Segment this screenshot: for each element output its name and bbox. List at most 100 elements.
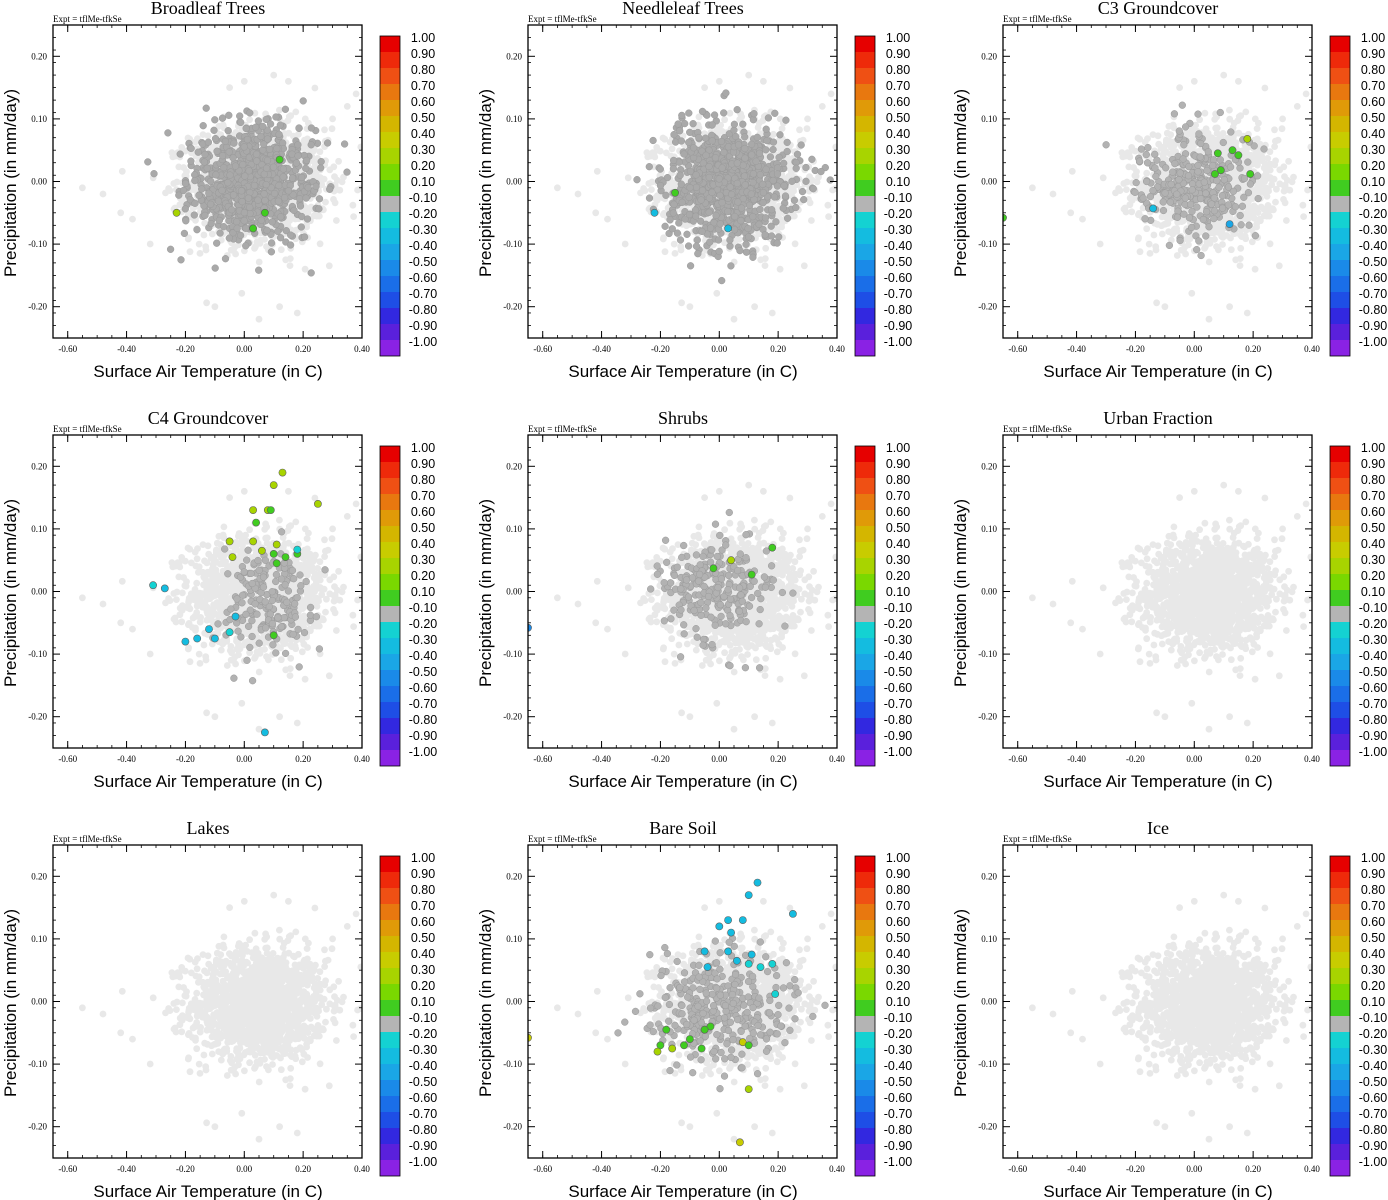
gray-point (257, 132, 265, 141)
bg-point (715, 77, 723, 85)
bg-point (202, 243, 210, 251)
gray-point (681, 119, 689, 128)
bg-point (286, 262, 294, 269)
bg-point (316, 240, 324, 248)
colorbar-label: -0.20 (409, 207, 438, 221)
gray-point (741, 154, 749, 162)
colorbar-cell (380, 116, 400, 132)
gray-point (201, 211, 209, 220)
gray-point (179, 186, 188, 195)
gray-point (633, 176, 641, 184)
gray-point (299, 97, 307, 105)
gray-point (307, 269, 315, 277)
gray-point (674, 120, 682, 128)
gray-point (705, 162, 713, 171)
gray-point (726, 236, 734, 244)
gray-point (219, 223, 228, 231)
bg-point (285, 77, 292, 85)
gray-point (749, 253, 757, 261)
gray-point (288, 150, 296, 158)
gray-point (225, 234, 233, 242)
gray-point (260, 190, 268, 198)
x-axis-label: Surface Air Temperature (in C) (93, 362, 322, 381)
colorbar-label: 0.40 (411, 127, 435, 141)
colorbar-cell (380, 84, 400, 100)
gray-point (259, 122, 267, 131)
gray-point (756, 205, 764, 214)
gray-point (675, 219, 683, 227)
gray-point (286, 241, 295, 249)
bg-point (695, 113, 703, 121)
gray-point (175, 191, 183, 199)
bg-point (762, 244, 770, 252)
bg-point (653, 196, 661, 204)
plot-area (79, 71, 362, 323)
gray-point (730, 120, 739, 128)
bg-point (803, 125, 811, 133)
gray-point (708, 121, 716, 129)
gray-point (317, 164, 325, 172)
colorbar-label: -0.30 (409, 223, 438, 237)
gray-point (205, 189, 213, 197)
gray-point (779, 204, 787, 212)
gray-point (275, 130, 283, 138)
bg-point (653, 144, 661, 151)
gray-point (708, 137, 716, 145)
bg-point (776, 265, 784, 273)
gray-point (228, 206, 236, 214)
gray-point (294, 141, 302, 149)
gray-point (817, 167, 825, 176)
bg-point (118, 167, 126, 175)
bg-point (173, 178, 181, 186)
bg-point (624, 174, 632, 182)
gray-point (656, 181, 665, 190)
gray-point (809, 185, 817, 193)
bg-point (778, 125, 786, 132)
bg-point (165, 185, 173, 192)
colorbar-label: 0.60 (411, 95, 435, 109)
bg-point (311, 84, 319, 92)
colorbar-label: -0.50 (409, 255, 438, 269)
colorbar-label: -0.10 (409, 191, 438, 205)
bg-point (761, 262, 769, 269)
x-tick-label: -0.60 (58, 344, 77, 354)
y-tick-label: -0.10 (28, 239, 47, 249)
gray-point (733, 179, 741, 188)
y-tick-label: -0.20 (28, 302, 47, 312)
gray-point (229, 191, 238, 199)
colorbar-cell (380, 36, 400, 52)
colorbar-cell (380, 276, 400, 292)
bg-point (340, 173, 347, 181)
gray-point (263, 156, 272, 165)
gray-point (762, 125, 770, 133)
gray-point (780, 159, 788, 167)
gray-point (304, 184, 312, 192)
gray-point (726, 183, 734, 191)
gray-point (220, 163, 228, 172)
gray-point (698, 107, 707, 116)
gray-point (649, 136, 657, 145)
bg-point (554, 184, 561, 192)
gray-point (237, 187, 246, 195)
bg-point (678, 299, 685, 307)
gray-point (181, 179, 190, 188)
gray-point (692, 183, 701, 192)
gray-point (764, 114, 773, 122)
colorbar-label: -0.80 (409, 303, 438, 317)
gray-point (211, 116, 219, 124)
gray-point (726, 242, 734, 250)
colorbar-cell (380, 292, 400, 308)
y-tick-label: 0.10 (31, 114, 47, 124)
bg-point (666, 138, 674, 146)
gray-point (238, 197, 246, 206)
bg-point (839, 169, 846, 176)
gray-point (199, 122, 207, 130)
gray-point (769, 145, 777, 154)
gray-point (666, 216, 674, 224)
gray-point (689, 120, 697, 128)
gray-point (774, 164, 782, 172)
gray-point (242, 224, 250, 232)
bg-point (281, 130, 289, 138)
gray-point (289, 191, 297, 199)
